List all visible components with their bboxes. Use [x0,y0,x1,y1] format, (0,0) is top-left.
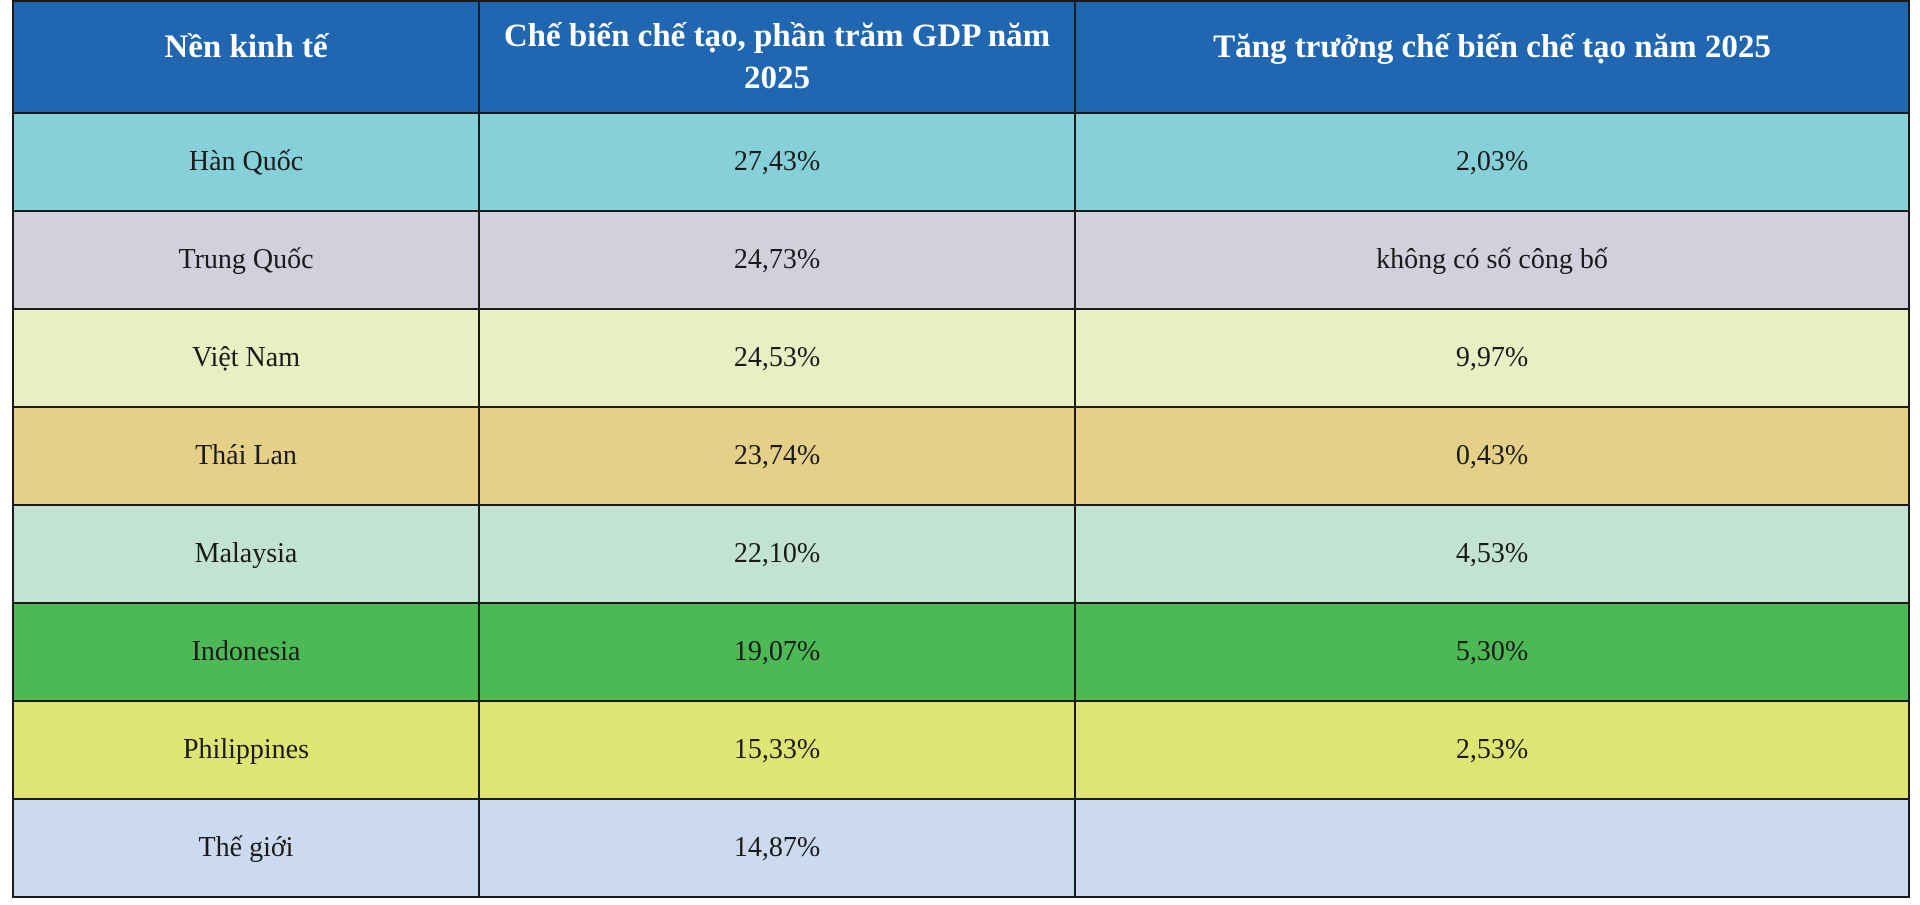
manufacturing-table: Nền kinh tế Chế biến chế tạo, phần trăm … [12,0,1910,898]
cell-share-gdp: 22,10% [478,504,1076,604]
cell-share-gdp: 24,53% [478,308,1076,408]
cell-economy: Indonesia [12,602,480,702]
cell-economy: Trung Quốc [12,210,480,310]
table-row: Philippines 15,33% 2,53% [12,700,1910,800]
table-row: Trung Quốc 24,73% không có số công bố [12,210,1910,310]
cell-growth: 2,03% [1074,112,1910,212]
cell-growth: 5,30% [1074,602,1910,702]
header-growth: Tăng trưởng chế biến chế tạo năm 2025 [1074,0,1910,114]
cell-share-gdp: 27,43% [478,112,1076,212]
cell-growth: không có số công bố [1074,210,1910,310]
cell-share-gdp: 14,87% [478,798,1076,898]
cell-growth: 0,43% [1074,406,1910,506]
cell-economy: Thái Lan [12,406,480,506]
cell-economy: Thế giới [12,798,480,898]
cell-economy: Việt Nam [12,308,480,408]
cell-growth: 2,53% [1074,700,1910,800]
header-share-gdp: Chế biến chế tạo, phần trăm GDP năm 2025 [478,0,1076,114]
table-row: Thái Lan 23,74% 0,43% [12,406,1910,506]
cell-share-gdp: 23,74% [478,406,1076,506]
cell-growth: 4,53% [1074,504,1910,604]
table-body: Hàn Quốc 27,43% 2,03% Trung Quốc 24,73% … [12,112,1910,898]
cell-share-gdp: 19,07% [478,602,1076,702]
cell-economy: Hàn Quốc [12,112,480,212]
cell-share-gdp: 15,33% [478,700,1076,800]
table-row: Hàn Quốc 27,43% 2,03% [12,112,1910,212]
cell-growth [1074,798,1910,898]
cell-economy: Philippines [12,700,480,800]
cell-economy: Malaysia [12,504,480,604]
table-row: Thế giới 14,87% [12,798,1910,898]
economy-table-container: Nền kinh tế Chế biến chế tạo, phần trăm … [12,0,1910,898]
header-row: Nền kinh tế Chế biến chế tạo, phần trăm … [12,0,1910,114]
table-row: Malaysia 22,10% 4,53% [12,504,1910,604]
table-row: Việt Nam 24,53% 9,97% [12,308,1910,408]
cell-growth: 9,97% [1074,308,1910,408]
cell-share-gdp: 24,73% [478,210,1076,310]
table-row: Indonesia 19,07% 5,30% [12,602,1910,702]
header-economy: Nền kinh tế [12,0,480,114]
table-header: Nền kinh tế Chế biến chế tạo, phần trăm … [12,0,1910,114]
